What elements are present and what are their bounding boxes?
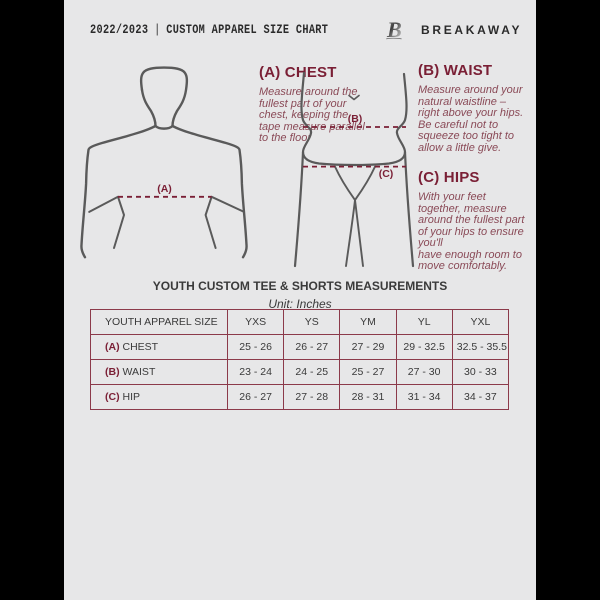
svg-text:(C): (C) — [379, 168, 394, 180]
svg-text:(B): (B) — [348, 113, 363, 125]
